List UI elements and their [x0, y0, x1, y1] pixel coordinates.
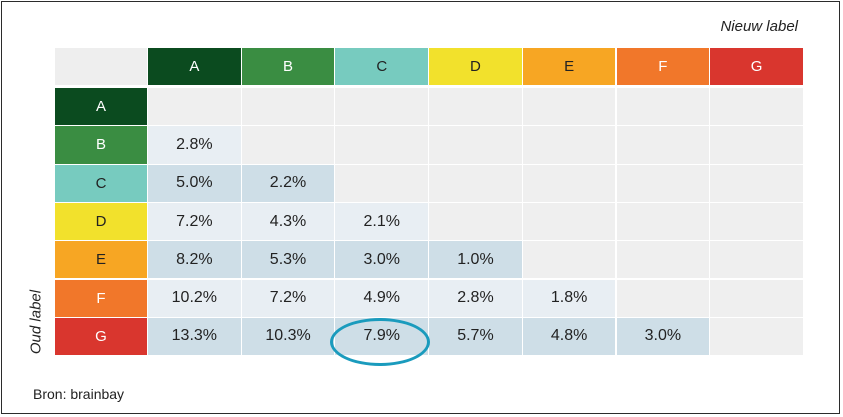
row-header-a: A — [55, 88, 147, 126]
empty-cell — [148, 88, 241, 126]
row-header-b: B — [55, 126, 147, 164]
empty-cell — [616, 241, 710, 279]
empty-cell — [335, 88, 429, 126]
empty-cell — [616, 88, 710, 126]
data-cell: 2.8% — [148, 126, 241, 164]
row-header-e: E — [55, 241, 147, 279]
row-header-d: D — [55, 202, 147, 241]
empty-cell — [429, 202, 522, 241]
column-header-g: G — [710, 48, 803, 85]
source-note: Bron: brainbay — [33, 386, 125, 402]
column-axis-label: Nieuw label — [720, 18, 798, 35]
row-axis-label: Oud label — [27, 289, 45, 355]
column-header-f: F — [616, 48, 710, 85]
table-corner — [55, 48, 147, 85]
empty-cell — [335, 126, 429, 164]
data-cell: 5.0% — [148, 164, 241, 202]
empty-cell — [616, 164, 710, 202]
data-cell: 3.0% — [335, 241, 429, 279]
data-cell: 13.3% — [148, 317, 241, 356]
data-cell: 1.8% — [522, 279, 616, 317]
empty-cell — [335, 164, 429, 202]
empty-cell — [616, 202, 710, 241]
data-cell: 4.8% — [522, 317, 616, 356]
empty-cell — [522, 88, 616, 126]
empty-cell — [710, 202, 803, 241]
empty-cell — [710, 88, 803, 126]
empty-cell — [710, 126, 803, 164]
empty-cell — [429, 88, 522, 126]
empty-cell — [429, 164, 522, 202]
empty-cell — [616, 126, 710, 164]
data-cell: 4.3% — [241, 202, 335, 241]
empty-cell — [710, 279, 803, 317]
data-cell: 7.2% — [148, 202, 241, 241]
data-cell: 1.0% — [429, 241, 522, 279]
row-header-f: F — [55, 279, 147, 317]
empty-cell — [710, 241, 803, 279]
data-cell: 7.2% — [241, 279, 335, 317]
data-cell: 10.3% — [241, 317, 335, 356]
row-header-g: G — [55, 317, 147, 356]
data-cell: 8.2% — [148, 241, 241, 279]
empty-cell — [710, 317, 803, 356]
empty-cell — [710, 164, 803, 202]
data-cell: 5.3% — [241, 241, 335, 279]
data-cell: 2.2% — [241, 164, 335, 202]
column-header-d: D — [429, 48, 522, 85]
row-header-c: C — [55, 164, 147, 202]
data-cell: 5.7% — [429, 317, 522, 356]
data-cell: 4.9% — [335, 279, 429, 317]
column-header-b: B — [241, 48, 335, 85]
empty-cell — [522, 241, 616, 279]
empty-cell — [241, 88, 335, 126]
column-header-c: C — [335, 48, 429, 85]
data-cell: 3.0% — [616, 317, 710, 356]
column-header-a: A — [148, 48, 241, 85]
empty-cell — [522, 126, 616, 164]
data-cell: 10.2% — [148, 279, 241, 317]
empty-cell — [429, 126, 522, 164]
empty-cell — [616, 279, 710, 317]
empty-cell — [522, 202, 616, 241]
data-cell: 7.9% — [335, 317, 429, 356]
column-header-e: E — [522, 48, 616, 85]
empty-cell — [241, 126, 335, 164]
data-cell: 2.1% — [335, 202, 429, 241]
data-cell: 2.8% — [429, 279, 522, 317]
empty-cell — [522, 164, 616, 202]
